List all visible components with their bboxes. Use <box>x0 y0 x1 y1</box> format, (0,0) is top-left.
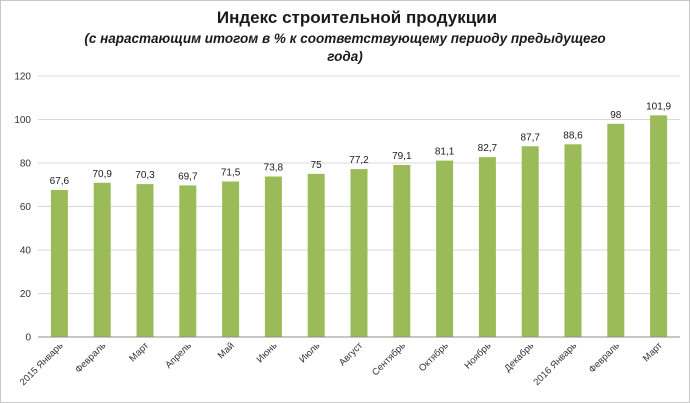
x-tick-label: Март <box>127 340 151 364</box>
data-label: 98 <box>610 110 622 121</box>
data-label: 69,7 <box>178 171 198 182</box>
y-tick-label: 60 <box>20 202 32 213</box>
y-tick-label: 40 <box>20 246 32 257</box>
data-label: 87,7 <box>520 132 540 143</box>
bar <box>307 173 325 337</box>
bar <box>564 144 582 337</box>
bars <box>50 115 668 338</box>
data-label: 77,2 <box>349 155 369 166</box>
x-tick-label: Декабрь <box>502 340 536 374</box>
y-tick-label: 120 <box>14 72 31 83</box>
bar <box>350 169 368 337</box>
bar <box>50 189 68 337</box>
data-label: 71,5 <box>221 167 241 178</box>
y-tick-label: 0 <box>25 333 31 344</box>
data-label: 70,9 <box>92 169 112 180</box>
data-labels: 67,6 70,9 70,3 69,7 71,5 73,8 75 77,2 79,1 81,1 82… <box>50 101 672 187</box>
data-label: 82,7 <box>478 143 498 154</box>
data-label: 73,8 <box>264 162 284 173</box>
x-tick-label: Февраль <box>73 340 108 375</box>
bar <box>222 181 240 337</box>
chart-subtitle-line-2: года) <box>327 49 363 64</box>
x-tick-label: Апрель <box>163 340 194 371</box>
x-tick-label: Июль <box>297 340 322 365</box>
data-label: 67,6 <box>50 176 70 187</box>
data-label: 75 <box>311 160 323 171</box>
y-tick-label: 80 <box>20 159 32 170</box>
x-tick-label: Сентябрь <box>370 340 408 378</box>
data-label: 81,1 <box>435 147 455 158</box>
bar <box>393 164 411 337</box>
x-tick-label: Май <box>216 340 237 361</box>
chart-title: Индекс строительной продукции <box>217 8 497 27</box>
data-label: 101,9 <box>646 101 671 112</box>
y-tick-label: 100 <box>14 115 31 126</box>
x-tick-label: 2016 Январь <box>532 340 580 388</box>
data-label: 79,1 <box>392 151 412 162</box>
bar <box>136 184 154 337</box>
bar <box>264 176 282 337</box>
x-axis-ticks: 2015 Январь Февраль Март Апрель Май Июнь Июль А… <box>18 340 665 388</box>
x-tick-label: 2015 Январь <box>18 340 66 388</box>
x-tick-label: Март <box>641 340 665 364</box>
bar <box>436 160 454 337</box>
data-label: 70,3 <box>135 170 155 181</box>
y-axis-ticks: 0 20 40 60 80 100 120 <box>14 72 31 344</box>
y-tick-label: 20 <box>20 289 32 300</box>
bar <box>607 123 625 337</box>
x-tick-label: Февраль <box>587 340 622 375</box>
chart-subtitle-line-1: (с нарастающим итогом в % к соответствую… <box>84 31 605 46</box>
x-tick-label: Октябрь <box>417 340 451 374</box>
bar <box>93 182 111 337</box>
bar <box>650 115 668 338</box>
data-label: 88,6 <box>563 130 583 141</box>
x-tick-label: Август <box>337 340 365 368</box>
bar <box>521 146 539 337</box>
x-tick-label: Июнь <box>255 340 280 365</box>
bar <box>478 157 496 337</box>
bar <box>179 185 197 337</box>
x-tick-label: Ноябрь <box>462 340 493 371</box>
